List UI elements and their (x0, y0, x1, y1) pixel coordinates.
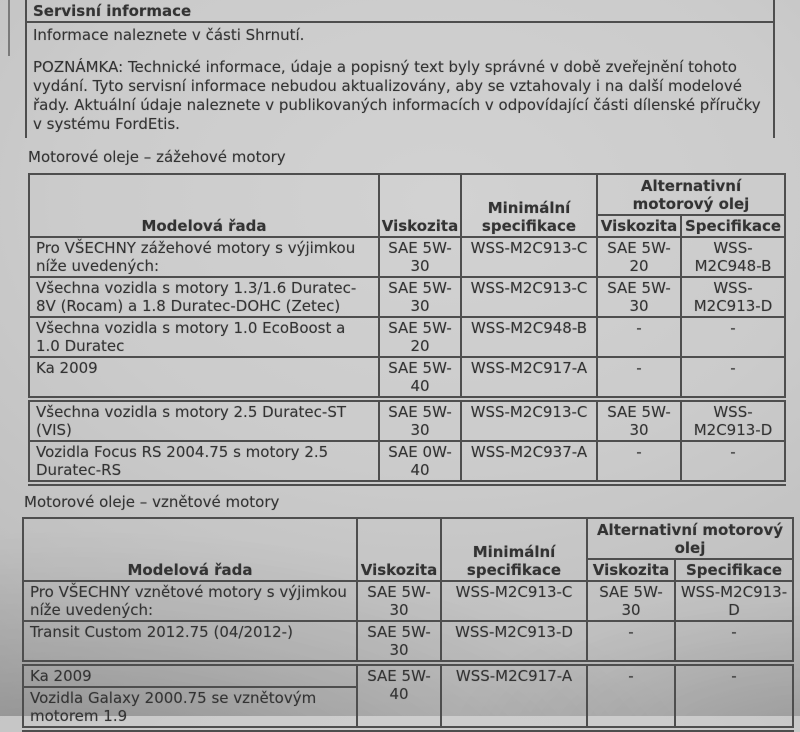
petrol-section-heading: Motorové oleje – zážehové motory (28, 148, 286, 166)
col-header-model: Modelová řada (22, 517, 358, 582)
cell-model: Vozidla Galaxy 2000.75 se vznětovým moto… (22, 686, 358, 728)
col-header-viscosity: Viskozita (378, 173, 462, 238)
summary-text: Informace naleznete v části Shrnutí. (33, 26, 305, 44)
cell-viscosity: SAE 0W-40 (378, 440, 462, 482)
cell-alt-viscosity: - (586, 660, 676, 728)
cell-alt-spec: WSS-M2C913-D (680, 276, 786, 318)
col-header-min-spec: Minimální specifikace (460, 173, 598, 238)
table-row: Všechna vozidla s motory 2.5 Duratec-ST … (28, 396, 786, 442)
cell-alt-spec: - (680, 440, 786, 482)
cell-viscosity: SAE 5W-30 (356, 580, 442, 622)
table-row: Všechna vozidla s motory 1.0 EcoBoost a … (28, 316, 786, 358)
cell-viscosity: SAE 5W-20 (378, 316, 462, 358)
cell-min-spec: WSS-M2C913-C (460, 396, 598, 442)
photo-edge-artifact (8, 0, 10, 56)
diesel-section-heading: Motorové oleje – vznětové motory (24, 493, 280, 511)
diesel-oil-table: Modelová řada Viskozita Minimální specif… (22, 517, 794, 728)
cell-viscosity: SAE 5W-30 (356, 620, 442, 664)
cell-min-spec: WSS-M2C917-A (440, 660, 588, 728)
col-header-alt-viscosity: Viskozita (586, 558, 676, 582)
cell-model: Všechna vozidla s motory 2.5 Duratec-ST … (28, 396, 380, 442)
cell-alt-viscosity: - (596, 316, 682, 358)
cell-min-spec: WSS-M2C913-D (440, 620, 588, 664)
service-document-page: Servisní informace Informace naleznete v… (8, 0, 794, 732)
cell-viscosity: SAE 5W-30 (378, 276, 462, 318)
col-header-model: Modelová řada (28, 173, 380, 238)
cell-model: Ka 2009 (22, 660, 358, 688)
cell-min-spec: WSS-M2C937-A (460, 440, 598, 482)
petrol-oil-table: Modelová řada Viskozita Minimální specif… (28, 173, 786, 482)
cell-viscosity: SAE 5W-40 (378, 356, 462, 400)
petrol-table-frame: Modelová řada Viskozita Minimální specif… (28, 173, 786, 486)
cell-alt-spec: WSS-M2C913-D (680, 396, 786, 442)
col-header-alt-viscosity: Viskozita (596, 214, 682, 238)
cell-model: Ka 2009 (28, 356, 380, 400)
col-header-alt-oil-group: Alternativní motorový olej (596, 173, 786, 216)
cell-alt-viscosity: SAE 5W-30 (596, 276, 682, 318)
table-row: Transit Custom 2012.75 (04/2012-) SAE 5W… (22, 620, 794, 664)
cell-model: Pro VŠECHNY vznětové motory s výjimkou n… (22, 580, 358, 622)
cell-alt-viscosity: SAE 5W-20 (596, 236, 682, 278)
col-header-alt-oil-group: Alternativní motorový olej (586, 517, 794, 560)
cell-alt-spec: - (674, 620, 794, 664)
table-row: Vozidla Focus RS 2004.75 s motory 2.5 Du… (28, 440, 786, 482)
diesel-table-frame: Modelová řada Viskozita Minimální specif… (22, 517, 794, 732)
cell-min-spec: WSS-M2C917-A (460, 356, 598, 400)
cell-alt-viscosity: - (586, 620, 676, 664)
cell-alt-viscosity: SAE 5W-30 (586, 580, 676, 622)
cell-model: Všechna vozidla s motory 1.3/1.6 Duratec… (28, 276, 380, 318)
cell-viscosity: SAE 5W-40 (356, 660, 442, 728)
cell-alt-spec: WSS-M2C948-B (680, 236, 786, 278)
page-title: Servisní informace (27, 0, 773, 23)
cell-alt-spec: WSS-M2C913-D (674, 580, 794, 622)
cell-alt-spec: - (674, 660, 794, 728)
cell-alt-viscosity: SAE 5W-30 (596, 396, 682, 442)
cell-viscosity: SAE 5W-30 (378, 396, 462, 442)
cell-min-spec: WSS-M2C913-C (460, 236, 598, 278)
cell-min-spec: WSS-M2C913-C (440, 580, 588, 622)
col-header-viscosity: Viskozita (356, 517, 442, 582)
cell-model: Všechna vozidla s motory 1.0 EcoBoost a … (28, 316, 380, 358)
cell-min-spec: WSS-M2C913-C (460, 276, 598, 318)
cell-model: Pro VŠECHNY zážehové motory s výjimkou n… (28, 236, 380, 278)
cell-model: Vozidla Focus RS 2004.75 s motory 2.5 Du… (28, 440, 380, 482)
table-row: Všechna vozidla s motory 1.3/1.6 Duratec… (28, 276, 786, 318)
col-header-alt-spec: Specifikace (680, 214, 786, 238)
cell-alt-viscosity: - (596, 440, 682, 482)
cell-alt-spec: - (680, 356, 786, 400)
cell-min-spec: WSS-M2C948-B (460, 316, 598, 358)
col-header-min-spec: Minimální specifikace (440, 517, 588, 582)
note-text: POZNÁMKA: Technické informace, údaje a p… (33, 58, 761, 133)
table-row: Ka 2009 SAE 5W-40 WSS-M2C917-A - - (22, 660, 794, 728)
col-header-alt-spec: Specifikace (674, 558, 794, 582)
table-row: Pro VŠECHNY zážehové motory s výjimkou n… (28, 236, 786, 278)
cell-alt-viscosity: - (596, 356, 682, 400)
service-info-box: Servisní informace Informace naleznete v… (25, 0, 775, 138)
cell-model: Transit Custom 2012.75 (04/2012-) (22, 620, 358, 664)
cell-alt-spec: - (680, 316, 786, 358)
table-row: Ka 2009 SAE 5W-40 WSS-M2C917-A - - (28, 356, 786, 400)
cell-viscosity: SAE 5W-30 (378, 236, 462, 278)
table-row: Pro VŠECHNY vznětové motory s výjimkou n… (22, 580, 794, 622)
